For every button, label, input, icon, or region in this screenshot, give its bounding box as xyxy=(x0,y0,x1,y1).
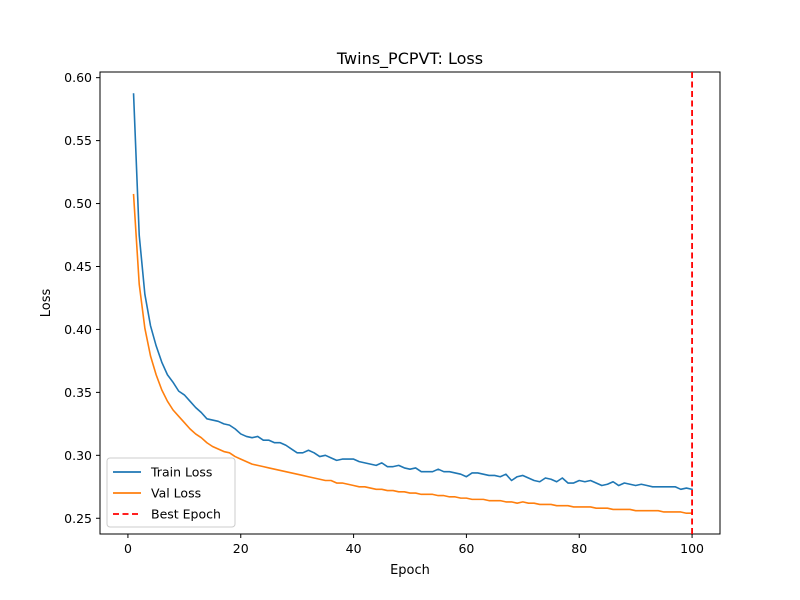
x-tick-label: 100 xyxy=(680,541,704,556)
x-tick-label: 60 xyxy=(458,541,474,556)
y-tick-label: 0.35 xyxy=(64,385,92,400)
axes-frame xyxy=(99,71,721,535)
plot-area xyxy=(132,93,694,515)
series-line-val-loss xyxy=(132,193,693,515)
x-tick-label: 0 xyxy=(124,541,132,556)
x-axis-ticks: 0 20 40 60 80 100 xyxy=(124,534,704,556)
x-tick-label: 20 xyxy=(233,541,249,556)
chart-title: Twins_PCPVT: Loss xyxy=(336,49,483,69)
y-tick-label: 0.55 xyxy=(64,133,92,148)
y-tick-label: 0.60 xyxy=(64,70,92,85)
legend-box xyxy=(106,457,236,528)
y-tick-label: 0.30 xyxy=(64,448,92,463)
series-line-train-loss xyxy=(132,93,694,491)
legend-label-train-loss: Train Loss xyxy=(150,465,212,480)
y-axis-ticks: 0.25 0.30 0.35 0.40 0.45 0.50 0.55 0.60 xyxy=(64,70,100,526)
legend-label-val-loss: Val Loss xyxy=(151,486,201,501)
y-tick-label: 0.40 xyxy=(64,322,92,337)
legend-label-best-epoch: Best Epoch xyxy=(151,507,221,522)
x-tick-label: 40 xyxy=(346,541,362,556)
legend: Train Loss Val Loss Best Epoch xyxy=(106,457,236,528)
y-tick-label: 0.45 xyxy=(64,259,92,274)
y-axis-label: Loss xyxy=(39,289,54,318)
x-axis-label: Epoch xyxy=(390,563,430,578)
x-tick-label: 80 xyxy=(571,541,587,556)
y-tick-label: 0.50 xyxy=(64,196,92,211)
y-tick-label: 0.25 xyxy=(64,511,92,526)
